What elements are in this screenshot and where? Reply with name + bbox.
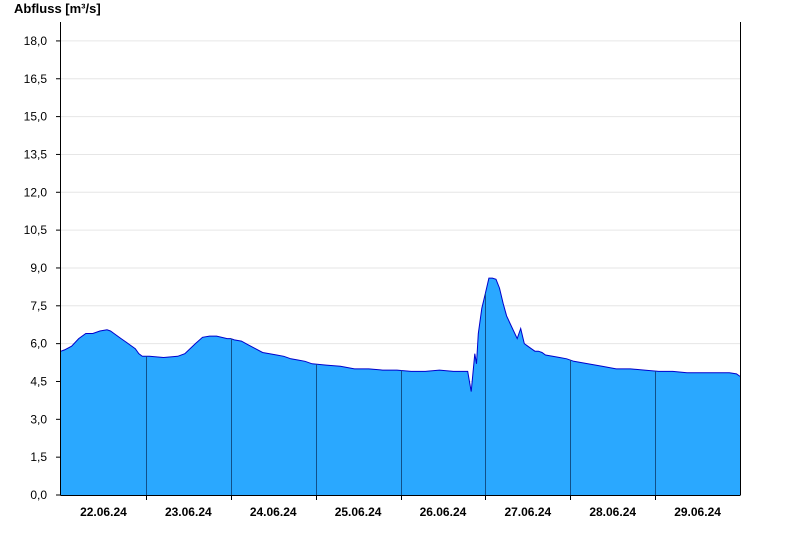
- y-tick-label: 18,0: [24, 34, 48, 48]
- x-tick-label: 26.06.24: [420, 505, 467, 519]
- y-tick-label: 12,0: [24, 185, 48, 199]
- x-tick-label: 24.06.24: [250, 505, 297, 519]
- y-tick-label: 4,5: [30, 374, 47, 388]
- x-tick-label: 22.06.24: [80, 505, 127, 519]
- y-tick-label: 15,0: [24, 110, 48, 124]
- x-tick-label: 28.06.24: [589, 505, 636, 519]
- y-tick-label: 16,5: [24, 72, 48, 86]
- y-tick-label: 1,5: [30, 450, 47, 464]
- x-tick-label: 27.06.24: [504, 505, 551, 519]
- y-tick-label: 13,5: [24, 147, 48, 161]
- y-tick-label: 9,0: [30, 261, 47, 275]
- y-axis-ticks: 0,0 1,5 3,0 4,5 6,0 7,5 9,0 10,5 12,0 13,5 15,0 16,…: [24, 34, 61, 502]
- x-tick-label: 25.06.24: [335, 505, 382, 519]
- discharge-area-series: [60, 277, 741, 495]
- day-dividers: [146, 293, 656, 495]
- axes: [60, 22, 741, 496]
- y-axis-label: Abfluss [m³/s]: [14, 1, 101, 16]
- y-tick-label: 6,0: [30, 337, 47, 351]
- discharge-line: [60, 277, 741, 392]
- x-tick-label: 29.06.24: [674, 505, 721, 519]
- y-tick-label: 0,0: [30, 488, 47, 502]
- y-tick-label: 10,5: [24, 223, 48, 237]
- x-axis-ticks: 22.06.24 23.06.24 24.06.24 25.06.24 26.06.24…: [80, 495, 721, 519]
- x-tick-label: 23.06.24: [165, 505, 212, 519]
- y-tick-label: 7,5: [30, 299, 47, 313]
- y-tick-label: 3,0: [30, 412, 47, 426]
- discharge-area: [61, 278, 740, 495]
